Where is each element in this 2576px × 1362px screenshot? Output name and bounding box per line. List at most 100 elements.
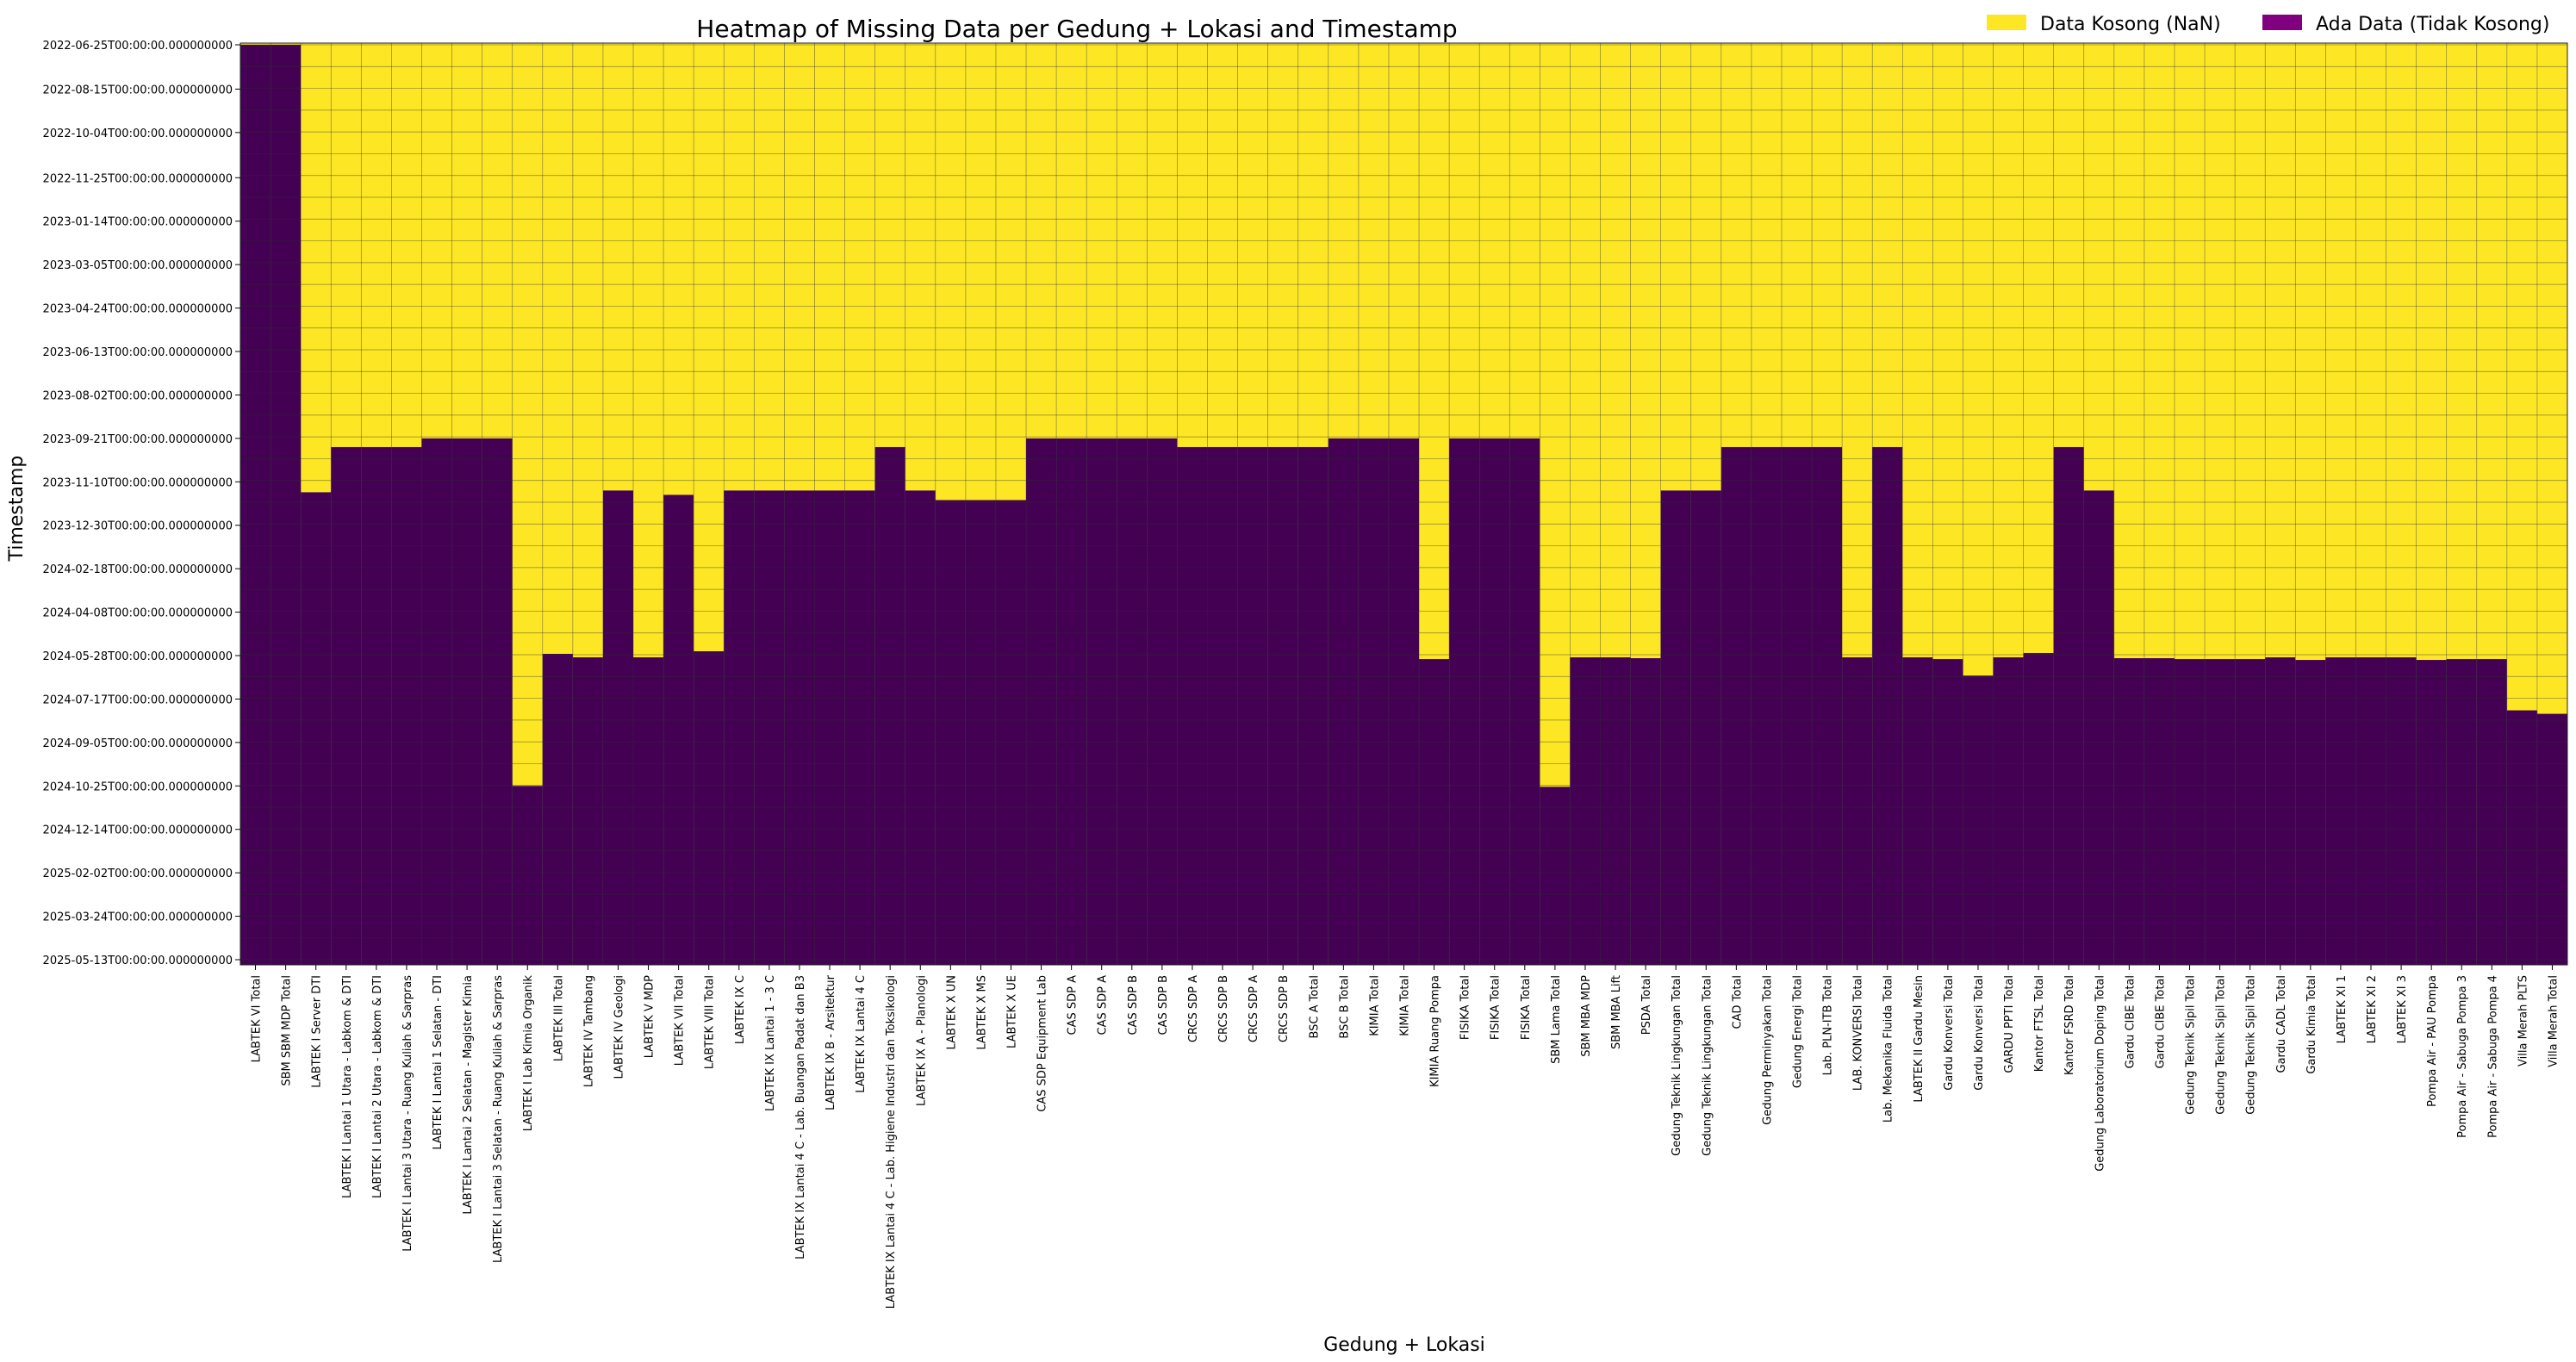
missing-cell <box>1570 43 1601 658</box>
present-cell <box>1358 438 1389 965</box>
missing-cell <box>1630 43 1661 659</box>
present-cell <box>1540 787 1571 965</box>
x-axis-title: Gedung + Lokasi <box>1323 1334 1485 1356</box>
y-axis-title: Timestamp <box>6 456 28 563</box>
legend-swatch-missing <box>1987 15 2026 30</box>
x-tick-label: Gardu Konversi Total <box>1973 975 1986 1091</box>
x-tick-label: CRCS SDP A <box>1248 975 1260 1042</box>
present-cell <box>2476 659 2507 965</box>
present-cell <box>694 650 725 965</box>
present-cell <box>1842 657 1873 965</box>
y-tick-label: 2024-12-14T00:00:00.000000000 <box>43 824 233 837</box>
x-tick-label: GARDU PPTI Total <box>2003 975 2016 1073</box>
x-tick-label: Lab. Mekanika Fluida Total <box>1882 975 1895 1123</box>
x-tick-label: Pompa Air - PAU Pompa <box>2426 975 2439 1107</box>
x-tick-label: Gedung Perminyakan Total <box>1761 975 1774 1125</box>
present-cell <box>1509 438 1540 965</box>
x-tick-label: LABTEK VI Total <box>251 975 264 1062</box>
x-tick-label: CAS SDP B <box>1127 975 1140 1035</box>
x-tick-label: LABTEK I Lantai 2 Utara - Labkom & DTI <box>371 975 384 1198</box>
x-tick-label: Villa Merah Total <box>2547 975 2560 1067</box>
present-cell <box>1388 438 1420 965</box>
missing-cell <box>512 43 543 787</box>
present-cell <box>1690 490 1721 965</box>
missing-cell <box>1297 43 1328 447</box>
x-tick-label: LABTEK XI 3 <box>2396 975 2409 1043</box>
x-tick-label: Lab. PLN-ITB Total <box>1822 975 1835 1075</box>
x-tick-label: LABTEK I Lantai 3 Utara - Ruang Kuliah &… <box>401 975 414 1252</box>
missing-cell <box>844 43 875 491</box>
present-cell <box>844 490 875 965</box>
missing-cell <box>331 43 362 447</box>
x-tick-label: Gardu CADL Total <box>2275 975 2288 1073</box>
y-tick-label: 2024-07-17T00:00:00.000000000 <box>43 693 233 706</box>
present-cell <box>2416 660 2447 965</box>
x-tick-label: Gardu CIBE Total <box>2124 975 2137 1068</box>
x-tick-label: CRCS SDP B <box>1217 975 1230 1042</box>
present-cell <box>1297 446 1328 965</box>
missing-cell <box>2325 43 2356 658</box>
x-tick-label: CAD Total <box>1731 975 1744 1029</box>
missing-cell <box>995 43 1027 501</box>
present-cell <box>2023 652 2054 965</box>
missing-cell <box>1812 43 1843 447</box>
x-tick-label: LABTEK I Lantai 1 Selatan - DTI <box>432 975 445 1150</box>
x-axis-ticks: LABTEK VI Total SBM SBM MDP Total LABTEK I… <box>251 965 2560 1309</box>
x-tick-label: BSC A Total <box>1308 975 1321 1039</box>
x-tick-label: LABTEK X UN <box>945 975 958 1049</box>
present-cell <box>1086 438 1117 965</box>
missing-cell <box>724 43 755 491</box>
x-tick-label: SBM SBM MDP Total <box>281 975 294 1086</box>
y-tick-label: 2023-01-14T00:00:00.000000000 <box>43 216 233 229</box>
present-cell <box>2053 446 2084 965</box>
present-cell <box>1993 657 2024 965</box>
x-tick-label: LABTEK VIII Total <box>704 975 717 1069</box>
missing-cell <box>2476 43 2507 660</box>
missing-cell <box>874 43 905 447</box>
missing-cell <box>1207 43 1238 447</box>
x-tick-label: LABTEK IX A - Planologi <box>915 975 928 1106</box>
x-tick-label: LABTEK XI 2 <box>2366 975 2379 1043</box>
y-tick-label: 2024-05-28T00:00:00.000000000 <box>43 650 233 663</box>
x-tick-label: LABTEK XI 1 <box>2336 975 2349 1043</box>
missing-cell <box>1237 43 1268 447</box>
present-cell <box>965 500 996 965</box>
y-tick-label: 2024-04-08T00:00:00.000000000 <box>43 607 233 620</box>
x-tick-label: CAS SDP A <box>1067 975 1080 1035</box>
missing-cell <box>2174 43 2206 660</box>
present-cell <box>2325 657 2356 965</box>
y-axis-ticks: 2022-06-25T00:00:00.000000000 2022-08-15T… <box>43 40 240 967</box>
heatmap-cells <box>240 43 2567 965</box>
x-tick-label: Kantor FTSL Total <box>2033 975 2046 1072</box>
missing-cell <box>1600 43 1631 658</box>
missing-cell <box>2053 43 2084 447</box>
heatmap-grid <box>240 43 2567 965</box>
x-tick-label: SBM MBA Lift <box>1610 975 1623 1049</box>
x-tick-label: LABTEK X MS <box>975 975 988 1050</box>
x-tick-label: LABTEK VII Total <box>674 975 687 1066</box>
present-cell <box>1449 438 1480 965</box>
present-cell <box>1812 446 1843 965</box>
missing-cell <box>694 43 725 651</box>
missing-cell <box>1842 43 1873 658</box>
present-cell <box>633 657 664 965</box>
missing-cell <box>391 43 422 447</box>
x-tick-label: LABTEK I Lantai 2 Selatan - Magister Kim… <box>462 975 475 1215</box>
present-cell <box>1328 438 1359 965</box>
y-tick-label: 2023-06-13T00:00:00.000000000 <box>43 346 233 359</box>
present-cell <box>602 490 634 965</box>
x-tick-label: LABTEK X UE <box>1005 975 1018 1048</box>
y-tick-label: 2023-11-10T00:00:00.000000000 <box>43 476 233 489</box>
x-tick-label: Kantor FSRD Total <box>2063 975 2076 1075</box>
missing-cell <box>2265 43 2296 658</box>
x-tick-label: CAS SDP B <box>1157 975 1170 1035</box>
present-cell <box>754 490 785 965</box>
present-cell <box>2386 657 2417 965</box>
y-tick-label: 2023-04-24T00:00:00.000000000 <box>43 303 233 316</box>
present-cell <box>1237 446 1268 965</box>
x-tick-label: LABTEK I Lantai 3 Selatan - Ruang Kuliah… <box>492 975 505 1263</box>
x-tick-label: Gedung Teknik Sipil Total <box>2215 975 2228 1115</box>
present-cell <box>1147 438 1178 965</box>
present-cell <box>1963 675 1994 965</box>
